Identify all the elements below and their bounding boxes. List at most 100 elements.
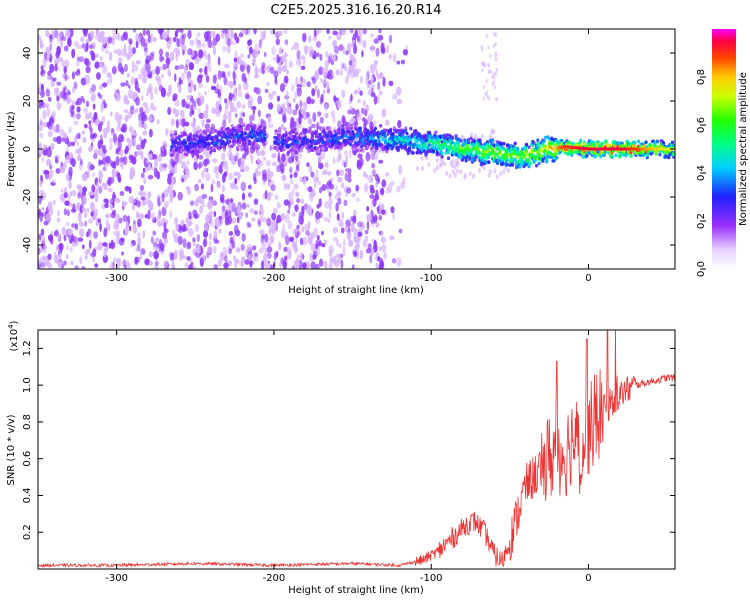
spectrogram-noise-blob (145, 159, 149, 164)
spectrogram-signal-blob (307, 149, 311, 154)
spectrogram-noise-blob (233, 57, 238, 63)
spectrogram-noise-blob (203, 167, 208, 173)
spectrogram-noise-blob (254, 73, 259, 79)
spectrogram-signal-blob (194, 151, 198, 156)
spectrogram-signal-blob (459, 139, 463, 143)
spectrogram-signal-blob (436, 141, 440, 145)
spectrogram-noise-blob (249, 46, 253, 55)
spectrogram-noise-blob (157, 29, 163, 35)
spectrogram-signal-core (589, 147, 591, 151)
spectrogram-noise-blob (39, 132, 44, 139)
spectrogram-signal-core (573, 145, 575, 149)
spectrogram-noise-blob (310, 232, 315, 241)
spectrogram-noise-blob (47, 253, 52, 261)
spectrogram-noise-blob (293, 183, 299, 190)
spectrogram-signal-core (638, 147, 640, 151)
spectrogram-noise-blob (72, 235, 77, 243)
spectrogram-noise-blob (492, 43, 495, 49)
spectrogram-noise-blob (177, 191, 183, 201)
spectrogram-noise-blob (267, 252, 272, 259)
spectrogram-noise-blob (76, 141, 80, 147)
spectrogram-signal-blob (341, 124, 345, 128)
spectrogram-noise-blob (198, 154, 204, 160)
spectrogram-signal-blob (399, 128, 403, 133)
spectrogram-signal-blob (400, 146, 404, 150)
spectrogram-noise-blob (121, 251, 124, 256)
spectrogram-signal-blob (240, 132, 244, 136)
spectrogram-noise-blob (136, 144, 141, 151)
spectrogram-noise-blob (160, 242, 165, 252)
spectrogram-noise-blob (268, 93, 273, 101)
spectrogram-signal-core (608, 147, 610, 151)
spectrogram-signal-blob (487, 160, 491, 164)
spectrogram-noise-blob (362, 99, 366, 107)
spectrogram-noise-blob (239, 63, 245, 72)
spectrogram-noise-blob (390, 180, 395, 187)
spectrogram-noise-blob (227, 215, 232, 225)
spectrogram-noise-blob (253, 256, 259, 262)
spectrogram-noise-blob (154, 86, 158, 95)
spectrogram-noise-blob (147, 209, 151, 220)
spectrogram-noise-blob (495, 174, 499, 180)
spectrogram-noise-blob (169, 51, 175, 62)
spectrogram-noise-blob (110, 204, 113, 211)
spectrogram-noise-blob (170, 166, 175, 174)
spectrogram-noise-blob (118, 134, 124, 143)
spectrogram-noise-blob (150, 34, 153, 45)
spectrogram-noise-blob (307, 205, 313, 216)
spectrogram-noise-blob (105, 155, 111, 164)
spectrogram-signal-core (592, 147, 595, 151)
spectrogram-signal-blob (219, 145, 223, 149)
spectrogram-noise-blob (221, 205, 226, 212)
spectrogram-noise-blob (291, 156, 295, 163)
spectrogram-noise-blob (376, 179, 381, 184)
spectrogram-signal-core (630, 147, 632, 151)
spectrogram-noise-blob (201, 42, 206, 48)
spectrogram-noise-blob (75, 133, 81, 139)
spectrogram-noise-blob (52, 77, 57, 82)
spectrogram-noise-blob (362, 29, 367, 35)
spectrogram-signal-blob (347, 123, 351, 128)
spectrogram-noise-blob (162, 163, 168, 168)
spectrogram-noise-blob (352, 59, 357, 68)
spectrogram-signal-blob (351, 130, 355, 134)
spectrogram-noise-blob (197, 40, 202, 49)
y-tick-label: -40 (22, 237, 33, 253)
spectrogram-noise-blob (435, 157, 439, 163)
spectrogram-signal-blob (469, 136, 473, 141)
spectrogram-noise-blob (269, 234, 275, 244)
spectrogram-signal-core (590, 147, 592, 151)
spectrogram-noise-blob (282, 260, 287, 269)
spectrogram-noise-blob (353, 250, 358, 258)
spectrogram-signal-blob (274, 131, 278, 135)
spectrogram-signal-blob (563, 151, 568, 155)
spectrogram-noise-blob (249, 208, 255, 214)
spectrogram-noise-blob (295, 76, 299, 87)
spectrogram-noise-blob (38, 208, 41, 219)
spectrogram-noise-blob (213, 46, 216, 56)
spectrogram-signal-core (568, 145, 570, 149)
spectrogram-noise-blob (224, 115, 228, 120)
spectrogram-noise-blob (115, 147, 121, 152)
spectrogram-noise-blob (238, 117, 244, 125)
spectrogram-signal-blob (207, 142, 211, 146)
spectrogram-noise-blob (415, 166, 419, 172)
spectrogram-noise-blob (173, 47, 179, 54)
spectrogram-signal-core (585, 147, 587, 151)
spectrogram-signal-core (613, 147, 615, 151)
spectrogram-noise-blob (157, 153, 162, 162)
spectrogram-noise-blob (71, 71, 75, 80)
spectrogram-noise-blob (345, 50, 349, 56)
spectrogram-noise-blob (89, 201, 96, 212)
spectrogram-signal-blob (639, 151, 643, 155)
spectrogram-noise-blob (40, 212, 44, 218)
spectrogram-signal-blob (616, 141, 621, 145)
spectrogram-signal-blob (386, 132, 390, 136)
spectrogram-noise-blob (92, 248, 97, 257)
spectrogram-noise-blob (442, 161, 446, 167)
spectrogram-noise-blob (217, 56, 221, 66)
spectrogram-signal-core (561, 145, 563, 149)
spectrogram-noise-blob (172, 228, 175, 238)
spectrogram-signal-blob (171, 134, 175, 139)
spectrogram-noise-blob (234, 50, 238, 60)
